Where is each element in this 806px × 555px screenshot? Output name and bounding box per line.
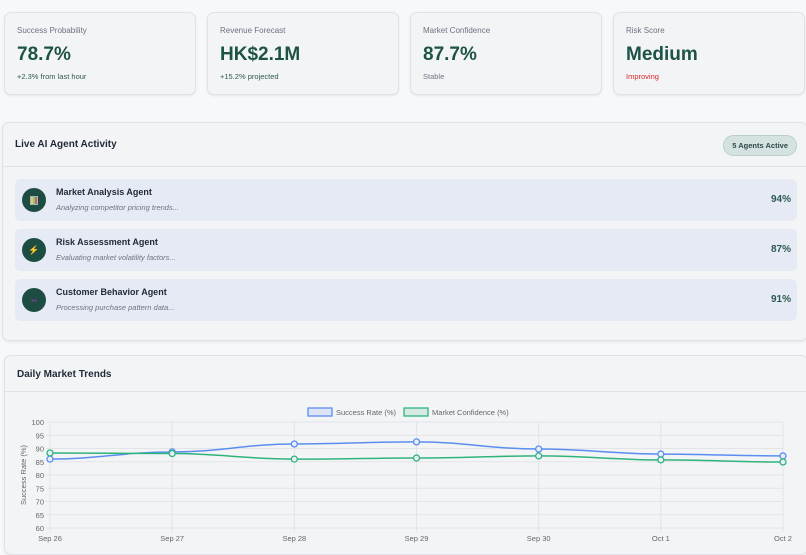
data-point — [46, 449, 54, 457]
agent-row: ⚡ Risk Assessment Agent Evaluating marke… — [15, 229, 797, 271]
data-point — [290, 440, 298, 448]
bar-chart-icon — [22, 188, 46, 212]
users-icon: ▪▪ — [22, 288, 46, 312]
trend-chart: 60 65 70 75 80 85 90 95 100 Sep 26 Sep 27 Sep 28 Sep… — [19, 407, 792, 543]
y-tick-label: 70 — [36, 498, 44, 507]
agent-row: Market Analysis Agent Analyzing competit… — [15, 179, 797, 221]
metric-value: 78.7% — [17, 44, 71, 65]
data-point — [779, 452, 787, 460]
y-tick-label: 85 — [36, 458, 44, 467]
metric-card: Success Probability 78.7% +2.3% from las… — [4, 12, 196, 95]
agent-name: Market Analysis Agent — [56, 187, 152, 197]
x-tick-label: Sep 28 — [282, 534, 306, 543]
data-point — [657, 450, 665, 458]
x-tick-label: Oct 2 — [774, 534, 792, 543]
x-tick-label: Sep 27 — [160, 534, 184, 543]
y-tick-label: 75 — [36, 484, 44, 493]
divider — [5, 391, 806, 392]
agent-status: Evaluating market volatility factors... — [56, 253, 176, 262]
metric-subtext: +15.2% projected — [220, 72, 279, 81]
x-tick-label: Oct 1 — [652, 534, 670, 543]
data-point — [412, 438, 421, 446]
legend-label: Success Rate (%) — [336, 408, 397, 417]
agent-row: ▪▪ Customer Behavior Agent Processing pu… — [15, 279, 797, 321]
metric-value: Medium — [626, 44, 698, 65]
metric-subtext: Improving — [626, 72, 659, 81]
metric-label: Risk Score — [626, 26, 665, 35]
x-tick-label: Sep 26 — [38, 534, 62, 543]
agent-status: Analyzing competitor pricing trends... — [56, 203, 179, 212]
agents-active-badge: 5 Agents Active — [723, 135, 797, 156]
metric-label: Market Confidence — [423, 26, 491, 35]
metric-value: HK$2.1M — [220, 44, 301, 65]
market-trends-panel: Daily Market Trends — [4, 355, 806, 555]
metric-subtext: Stable — [423, 72, 445, 81]
data-point — [168, 449, 176, 458]
metric-value: 87.7% — [423, 44, 477, 65]
metric-card: Risk Score Medium Improving — [613, 12, 805, 95]
agent-percent: 87% — [770, 244, 791, 255]
agent-percent: 94% — [770, 194, 791, 205]
data-point — [779, 458, 787, 466]
y-tick-label: 60 — [36, 524, 44, 533]
panel-title: Live AI Agent Activity — [15, 139, 117, 150]
legend-label: Market Confidence (%) — [432, 408, 509, 417]
metric-card: Market Confidence 87.7% Stable — [410, 12, 602, 95]
y-tick-label: 95 — [36, 431, 44, 440]
legend-swatch — [403, 407, 429, 417]
data-point — [46, 455, 54, 463]
agent-name: Risk Assessment Agent — [56, 237, 158, 247]
y-tick-label: 65 — [36, 511, 44, 520]
data-point — [535, 452, 543, 460]
agent-name: Customer Behavior Agent — [56, 287, 167, 297]
data-point — [535, 445, 543, 453]
agent-activity-panel: Live AI Agent Activity 5 Agents Active M… — [2, 122, 806, 341]
data-point — [657, 456, 665, 464]
lightning-icon: ⚡ — [22, 238, 46, 262]
data-point — [412, 454, 421, 462]
data-point — [290, 455, 298, 463]
metric-label: Revenue Forecast — [220, 26, 286, 35]
y-tick-label: 100 — [31, 418, 44, 427]
y-tick-label: 80 — [36, 471, 44, 480]
x-tick-label: Sep 30 — [527, 534, 551, 543]
y-axis-label: Success Rate (%) — [19, 444, 28, 505]
agent-status: Processing purchase pattern data... — [56, 303, 175, 312]
metric-card: Revenue Forecast HK$2.1M +15.2% projecte… — [207, 12, 399, 95]
metric-label: Success Probability — [17, 26, 87, 35]
agent-percent: 91% — [770, 294, 791, 305]
y-tick-label: 90 — [36, 445, 44, 454]
metric-subtext: +2.3% from last hour — [17, 72, 87, 81]
divider — [3, 166, 806, 167]
x-tick-label: Sep 29 — [405, 534, 429, 543]
panel-title: Daily Market Trends — [17, 369, 112, 380]
legend-swatch — [307, 407, 333, 417]
